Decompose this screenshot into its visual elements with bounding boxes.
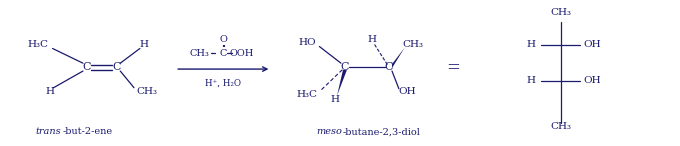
Text: C: C bbox=[385, 62, 393, 72]
Text: trans: trans bbox=[36, 127, 61, 136]
Text: meso: meso bbox=[316, 127, 342, 136]
Text: CH₃: CH₃ bbox=[550, 8, 571, 17]
Text: -but-2-ene: -but-2-ene bbox=[63, 127, 112, 136]
Polygon shape bbox=[337, 70, 347, 96]
Text: OOH: OOH bbox=[230, 49, 254, 58]
Polygon shape bbox=[392, 47, 405, 68]
Text: H: H bbox=[527, 40, 536, 49]
Text: C: C bbox=[112, 62, 120, 72]
Text: CH₃: CH₃ bbox=[402, 40, 423, 49]
Text: CH₃: CH₃ bbox=[190, 49, 209, 58]
Text: -butane-2,3-diol: -butane-2,3-diol bbox=[343, 127, 421, 136]
Text: H: H bbox=[368, 35, 377, 44]
Text: H⁺, H₂O: H⁺, H₂O bbox=[205, 78, 241, 87]
Text: O: O bbox=[220, 35, 227, 44]
Text: H: H bbox=[45, 87, 54, 96]
Text: C: C bbox=[220, 49, 227, 58]
Text: HO: HO bbox=[299, 38, 316, 47]
Text: H: H bbox=[139, 40, 148, 49]
Text: H₃C: H₃C bbox=[27, 40, 48, 49]
Text: H₃C: H₃C bbox=[296, 90, 317, 99]
Text: C: C bbox=[341, 62, 349, 72]
Text: OH: OH bbox=[398, 87, 415, 96]
Text: OH: OH bbox=[583, 76, 601, 85]
Text: OH: OH bbox=[583, 40, 601, 49]
Text: CH₃: CH₃ bbox=[136, 87, 157, 96]
Text: =: = bbox=[446, 59, 460, 76]
Text: CH₃: CH₃ bbox=[550, 122, 571, 131]
Text: H: H bbox=[527, 76, 536, 85]
Text: H: H bbox=[330, 95, 339, 104]
Text: C: C bbox=[83, 62, 91, 72]
